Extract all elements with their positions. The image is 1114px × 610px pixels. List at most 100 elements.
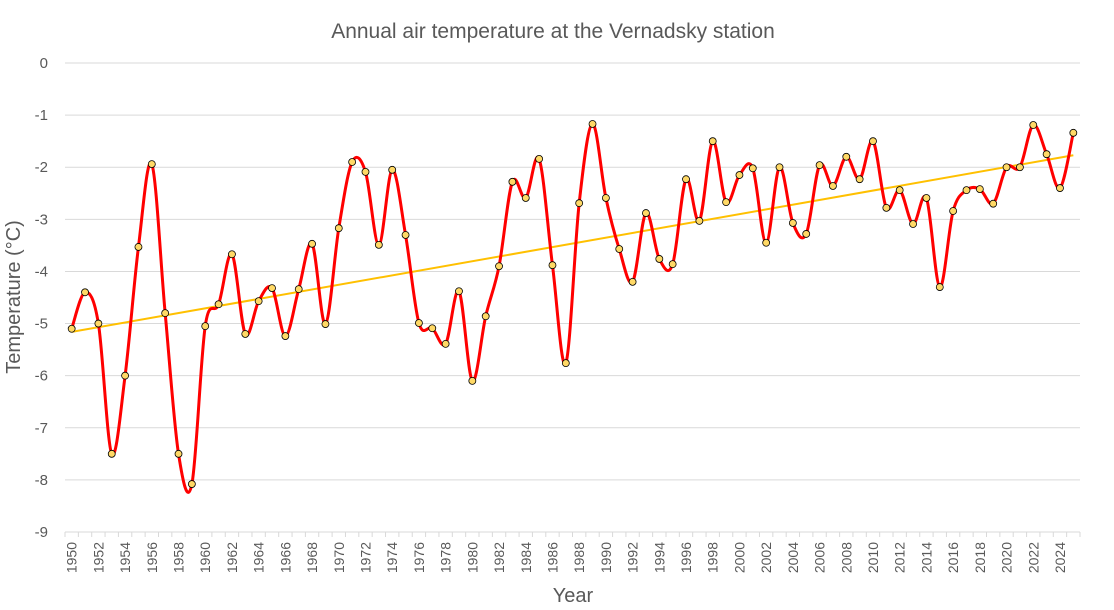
data-point-1985: [535, 154, 544, 163]
x-tick-label: 1966: [277, 542, 293, 573]
data-point-1973: [374, 240, 383, 249]
y-tick-label: -5: [35, 316, 48, 333]
series-line-temperature: [70, 122, 1075, 494]
data-point-1983: [508, 177, 517, 186]
data-point-1954: [121, 371, 129, 380]
y-tick-label: -8: [35, 472, 48, 489]
data-point-1978: [441, 339, 450, 348]
data-point-1992: [628, 277, 637, 286]
data-point-1987: [561, 359, 570, 368]
y-tick-label: 0: [40, 55, 48, 72]
data-point-1981: [481, 312, 490, 321]
x-tick-label: 1998: [705, 542, 721, 573]
data-point-1966: [281, 332, 290, 340]
x-tick-label: 1952: [90, 542, 106, 573]
x-tick-label: 1974: [384, 542, 400, 573]
data-point-1972: [361, 168, 370, 176]
x-tick-label: 1964: [251, 542, 267, 573]
data-point-2013: [909, 220, 917, 228]
x-tick-label: 2018: [972, 542, 988, 573]
data-point-1993: [642, 209, 650, 217]
data-point-1956: [147, 160, 156, 168]
data-point-2008: [842, 152, 851, 161]
data-point-1976: [415, 319, 423, 327]
data-point-2019: [989, 199, 998, 208]
x-tick-label: 1988: [571, 542, 587, 573]
data-point-1998: [708, 137, 717, 146]
x-tick-label: 1968: [304, 542, 320, 573]
y-tick-label: -2: [35, 159, 48, 176]
x-tick-label: 2024: [1052, 542, 1068, 573]
x-tick-label: 2008: [838, 542, 854, 573]
data-point-1960: [201, 322, 210, 331]
data-point-2005: [802, 230, 811, 238]
y-tick-label: -1: [35, 107, 48, 124]
data-point-1961: [214, 300, 223, 309]
x-tick-label: 2004: [785, 542, 801, 573]
data-point-2006: [815, 161, 824, 170]
y-tick-label: -4: [35, 263, 48, 280]
data-point-2018: [975, 185, 984, 194]
data-point-1988: [575, 199, 584, 208]
data-point-2014: [922, 194, 931, 202]
x-tick-label: 1982: [491, 542, 507, 573]
data-point-2025: [1069, 128, 1078, 137]
chart-title: Annual air temperature at the Vernadsky …: [331, 20, 775, 43]
x-axis: [64, 532, 1081, 537]
x-tick-label: 1962: [224, 542, 240, 573]
x-tick-label: 1970: [331, 542, 347, 573]
data-point-2024: [1056, 184, 1064, 192]
data-point-2007: [829, 182, 837, 190]
data-point-2016: [949, 207, 958, 215]
x-tick-label: 1954: [117, 542, 133, 573]
data-point-2004: [788, 219, 797, 227]
data-points: [67, 120, 1078, 488]
data-point-2000: [735, 171, 744, 179]
x-tick-label: 2022: [1025, 542, 1041, 573]
y-tick-label: -9: [35, 524, 48, 541]
data-point-1991: [615, 245, 624, 253]
data-point-1982: [495, 262, 503, 271]
x-tick-label: 1996: [678, 542, 694, 573]
x-tick-label: 1978: [438, 542, 454, 573]
data-point-1962: [228, 250, 236, 259]
data-point-1990: [601, 194, 610, 202]
data-point-2003: [775, 163, 784, 172]
data-point-2022: [1029, 121, 1038, 129]
data-point-1996: [682, 175, 690, 184]
data-point-1999: [722, 198, 730, 207]
x-tick-label: 2000: [731, 542, 747, 573]
data-point-1994: [655, 255, 664, 263]
data-point-1970: [334, 224, 343, 233]
x-tick-label: 1992: [625, 542, 641, 573]
data-point-2020: [1002, 163, 1011, 172]
data-point-1989: [588, 120, 597, 128]
data-point-1986: [548, 261, 557, 270]
data-point-1969: [321, 320, 330, 328]
data-point-1955: [134, 243, 143, 251]
data-point-2021: [1016, 163, 1024, 172]
x-tick-label: 2016: [945, 542, 961, 573]
data-point-2012: [895, 186, 904, 195]
data-point-2017: [962, 186, 971, 195]
data-point-1979: [455, 287, 463, 296]
y-axis-ticks: 0 -1 -2 -3 -4 -5 -6 -7 -8 -9: [35, 55, 48, 541]
y-tick-label: -6: [35, 368, 48, 385]
data-point-1974: [388, 165, 397, 174]
data-point-1984: [521, 194, 530, 202]
data-point-1980: [468, 376, 477, 385]
data-point-2009: [855, 175, 864, 184]
x-tick-label: 1956: [144, 542, 160, 573]
x-tick-label: 1990: [598, 542, 614, 573]
x-tick-label: 2010: [865, 542, 881, 573]
y-axis-title: Temperature (°C): [3, 220, 25, 374]
data-point-1967: [294, 285, 303, 294]
x-tick-label: 2020: [999, 542, 1015, 573]
data-point-2015: [935, 283, 944, 291]
data-point-1950: [67, 324, 76, 333]
x-tick-label: 1994: [651, 542, 667, 573]
x-axis-ticks: 1950 1952 1954 1956 1958 1960 1962 1964 1966 1968…: [64, 542, 1068, 573]
x-tick-label: 1980: [464, 542, 480, 573]
x-tick-label: 1950: [64, 542, 80, 573]
